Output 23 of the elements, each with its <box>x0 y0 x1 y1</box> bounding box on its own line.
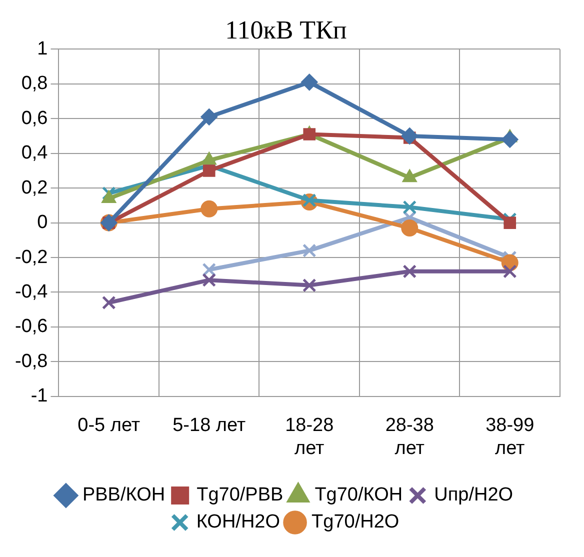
y-tick-label: -0,2 <box>14 246 48 268</box>
y-tick-label: -0,4 <box>14 281 48 302</box>
y-tick-label: 0 <box>37 212 48 234</box>
x-tick-label: 28-38 лет <box>385 415 434 459</box>
legend-label: Tg70/КОН <box>314 484 403 506</box>
legend-label: КОН/H2O <box>196 512 280 533</box>
y-tick-label: -0,8 <box>14 350 48 372</box>
x-tick-label: 0-5 лет <box>78 415 140 436</box>
legend-label: Tg70/H2O <box>312 512 400 533</box>
legend-label: Uпр/H2O <box>434 484 514 506</box>
y-tick-label: 0,4 <box>21 142 48 164</box>
x-tick-label: 18-28 лет <box>285 415 334 459</box>
chart-title: 110кВ ТКп <box>225 15 347 44</box>
x-tick-label: 38-99 лет <box>486 415 534 459</box>
y-tick-label: 0,8 <box>21 73 48 94</box>
y-tick-label: -1 <box>30 386 48 407</box>
y-tick-label: 0,2 <box>21 177 48 198</box>
legend-label: РВВ/КОН <box>82 484 166 506</box>
y-tick-label: 1 <box>37 38 48 60</box>
y-tick-label: 0,6 <box>21 108 48 129</box>
legend-label: Tg70/РВВ <box>196 484 284 506</box>
x-tick-label: 5-18 лет <box>172 415 246 436</box>
y-tick-label: -0,6 <box>14 316 48 338</box>
